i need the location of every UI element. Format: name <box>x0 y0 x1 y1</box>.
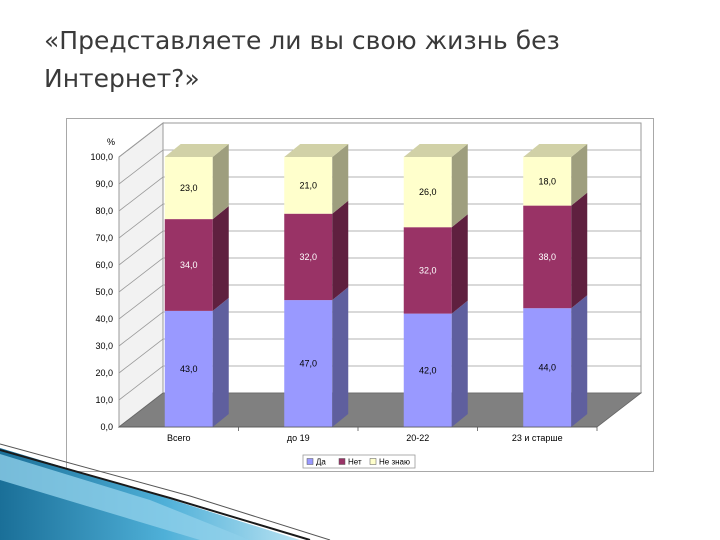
bar-segment-top <box>284 144 349 157</box>
bar-segment-front <box>403 157 452 228</box>
y-tick-label: 10,0 <box>95 395 113 405</box>
x-tick-label: до 19 <box>287 433 310 443</box>
y-tick-label: 20,0 <box>95 368 113 378</box>
bar-value-label: 38,0 <box>538 252 556 262</box>
y-tick-label: 0,0 <box>100 422 113 432</box>
bar-value-label: 32,0 <box>419 265 437 275</box>
legend-box <box>302 454 416 469</box>
bar-segment-side <box>571 144 588 206</box>
legend-entry: Не знаю <box>379 458 410 467</box>
y-tick-label: 80,0 <box>95 206 113 216</box>
slide-title-line-1: «Представляете ли вы свою жизнь без <box>44 26 560 55</box>
x-tick-label: 20-22 <box>406 433 429 443</box>
x-tick-label: Всего <box>167 433 191 443</box>
stacked-bar-chart: 0,0 10,0 20,0 30,0 40,0 50,0 60,0 70,0 80,0 90,0 1… <box>90 121 643 469</box>
gridline <box>118 149 641 185</box>
chart-frame: 0,0 10,0 20,0 30,0 40,0 50,0 60,0 70,0 80,0 90,0 1… <box>66 118 654 472</box>
legend-swatch <box>306 458 314 465</box>
bar-value-label: 47,0 <box>299 359 317 369</box>
bar-segment-front <box>164 219 213 311</box>
y-tick-label: 40,0 <box>95 314 113 324</box>
bar-segment-front <box>284 157 333 214</box>
gridline <box>118 257 641 293</box>
legend-entry: Да <box>316 458 326 467</box>
bar-segment-front <box>164 310 213 427</box>
bar-segment-top <box>523 144 588 157</box>
decorative-stripe-line <box>0 443 331 540</box>
gridline <box>118 284 641 320</box>
bar-segment-front <box>284 300 333 427</box>
bar-value-label: 23,0 <box>180 183 198 193</box>
slide-title-line-2: Интернет?» <box>44 64 200 93</box>
legend-swatch <box>369 458 377 465</box>
bar-segment-top <box>403 144 468 157</box>
y-tick-label: 90,0 <box>95 179 113 189</box>
gridline <box>118 230 641 266</box>
y-tick-label: 100,0 <box>90 152 113 162</box>
bar-segment-front <box>403 313 452 427</box>
bar-segment-side <box>332 287 349 427</box>
gridline <box>118 338 641 374</box>
slide-title: «Представляете ли вы свою жизнь без Инте… <box>44 22 664 98</box>
bar-segment-side <box>571 295 588 427</box>
bar-segment-side <box>451 144 468 228</box>
bar-value-label: 21,0 <box>299 180 317 190</box>
bar-segment-front <box>284 213 333 301</box>
bar-segment-side <box>571 192 588 309</box>
y-tick-label: 60,0 <box>95 260 113 270</box>
bar-segment-side <box>451 214 468 314</box>
y-axis-label: % <box>107 137 115 147</box>
gridline <box>118 365 641 401</box>
bar-value-label: 44,0 <box>538 363 556 373</box>
gridline <box>118 122 641 158</box>
y-tick-label: 50,0 <box>95 287 113 297</box>
bar-segment-side <box>212 144 229 220</box>
x-tick-label: 23 и старше <box>512 433 563 443</box>
bar-segment-front <box>164 157 213 220</box>
gridline <box>118 311 641 347</box>
y-tick-label: 70,0 <box>95 233 113 243</box>
legend-entry: Нет <box>348 458 362 467</box>
bar-segment-side <box>212 297 229 427</box>
bar-segment-side <box>451 300 468 427</box>
bar-value-label: 18,0 <box>538 176 556 186</box>
bar-value-label: 32,0 <box>299 252 317 262</box>
bar-segment-front <box>523 308 572 427</box>
bar-segment-side <box>332 200 349 301</box>
decorative-corner-stripes <box>0 443 331 540</box>
gridline <box>118 203 641 239</box>
bar-segment-side <box>332 144 349 214</box>
bar-segment-front <box>403 227 452 314</box>
bar-segment-side <box>212 206 229 311</box>
gridline <box>118 176 641 212</box>
bar-value-label: 42,0 <box>419 365 437 375</box>
decorative-stripe-line <box>0 449 311 540</box>
bar-value-label: 26,0 <box>419 187 437 197</box>
y-tick-label: 30,0 <box>95 341 113 351</box>
legend-swatch <box>338 458 346 465</box>
bar-segment-front <box>523 205 572 309</box>
decorative-stripe-light <box>0 454 250 540</box>
bar-value-label: 34,0 <box>180 260 198 270</box>
bar-segment-front <box>523 157 572 206</box>
bar-value-label: 43,0 <box>180 364 198 374</box>
bar-segment-top <box>164 144 229 157</box>
